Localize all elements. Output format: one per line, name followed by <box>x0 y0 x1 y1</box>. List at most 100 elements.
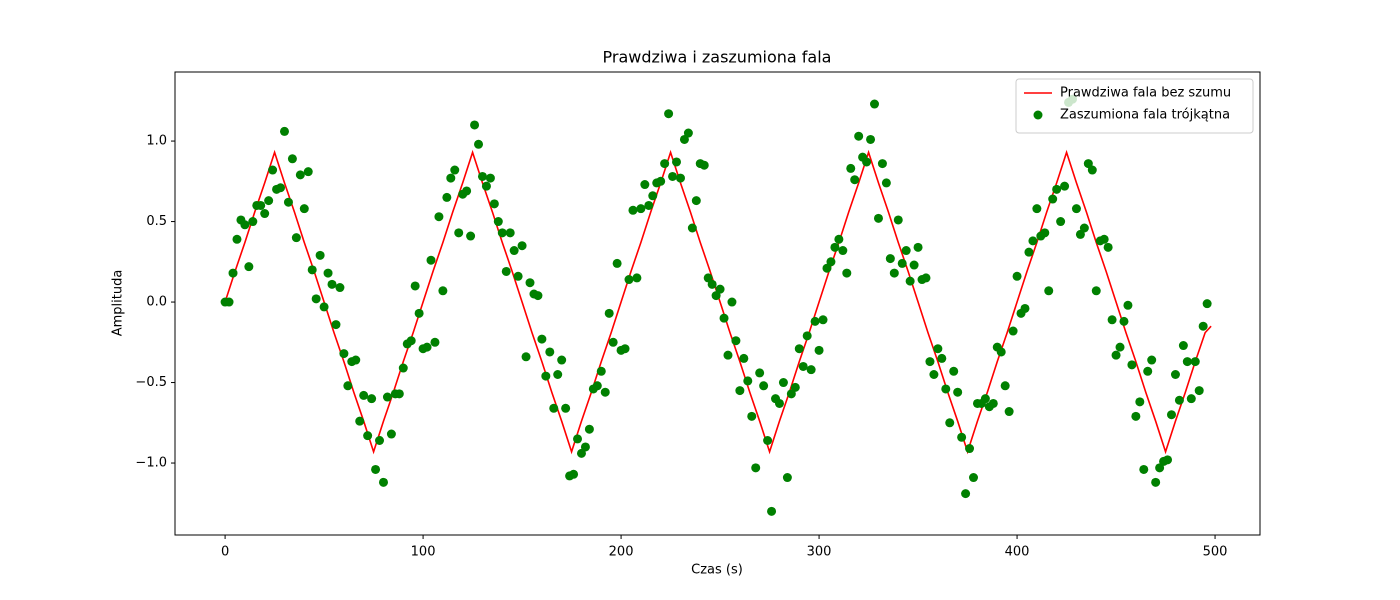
scatter-point <box>636 204 646 214</box>
scatter-point <box>703 273 713 283</box>
scatter-point <box>343 381 353 391</box>
scatter-point <box>1040 228 1050 238</box>
scatter-point <box>553 369 563 379</box>
scatter-point <box>295 170 305 180</box>
scatter-point <box>1044 286 1054 296</box>
scatter-point <box>398 363 408 373</box>
scatter-point <box>1151 477 1161 487</box>
scatter-point <box>719 313 729 323</box>
scatter-point <box>826 257 836 267</box>
scatter-point <box>485 173 495 183</box>
scatter-point <box>541 371 551 381</box>
scatter-point <box>299 204 309 214</box>
scatter-point <box>561 403 571 413</box>
scatter-point <box>283 197 293 207</box>
scatter-point <box>1143 366 1153 376</box>
scatter-point <box>521 352 531 362</box>
scatter-point <box>1111 350 1121 360</box>
scatter-point <box>434 212 444 222</box>
scatter-point <box>430 337 440 347</box>
scatter-point <box>957 432 967 442</box>
scatter-point <box>751 463 761 473</box>
scatter-point <box>802 331 812 341</box>
scatter-point <box>767 506 777 516</box>
scatter-point <box>909 260 919 270</box>
scatter-point <box>608 337 618 347</box>
scatter-point <box>1202 299 1212 309</box>
scatter-point <box>371 464 381 474</box>
scatter-point <box>287 154 297 164</box>
scatter-point <box>893 215 903 225</box>
scatter-point <box>1194 386 1204 396</box>
scatter-point <box>355 416 365 426</box>
scatter-point <box>687 223 697 233</box>
scatter-point <box>466 231 476 241</box>
scatter-point <box>612 258 622 268</box>
scatter-point <box>953 387 963 397</box>
scatter-point <box>1000 381 1010 391</box>
scatter-point <box>1103 242 1113 252</box>
scatter-point <box>1071 204 1081 214</box>
scatter-point <box>228 268 238 278</box>
scatter-point <box>600 387 610 397</box>
scatter-point <box>1032 204 1042 214</box>
scatter-point <box>830 242 840 252</box>
scatter-point <box>315 250 325 260</box>
scatter-point <box>291 233 301 243</box>
x-tick-label: 0 <box>221 545 229 560</box>
scatter-point <box>778 378 788 388</box>
x-tick-label: 300 <box>807 545 832 560</box>
scatter-point <box>1087 165 1097 175</box>
scatter-point <box>454 228 464 238</box>
scatter-point <box>569 469 579 479</box>
scatter-point <box>873 213 883 223</box>
scatter-point <box>628 205 638 215</box>
scatter-point <box>1115 342 1125 352</box>
scatter-point <box>533 291 543 301</box>
scatter-point <box>774 398 784 408</box>
scatter-point <box>501 266 511 276</box>
scatter-point <box>945 418 955 428</box>
scatter-point <box>335 283 345 293</box>
scatter-point <box>1178 341 1188 351</box>
scatter-point <box>672 157 682 167</box>
scatter-point <box>426 255 436 265</box>
scatter-point <box>438 286 448 296</box>
scatter-point <box>1155 463 1165 473</box>
scatter-point <box>675 173 685 183</box>
scatter-point <box>1099 234 1109 244</box>
scatter-point <box>307 265 317 275</box>
scatter-point <box>406 336 416 346</box>
y-axis-label: Amplituda <box>111 270 126 337</box>
scatter-point <box>505 228 515 238</box>
scatter-point <box>881 178 891 188</box>
scatter-point <box>648 191 658 201</box>
scatter-point <box>394 389 404 399</box>
scatter-point <box>620 344 630 354</box>
scatter-point <box>557 355 567 365</box>
y-tick-label: 0.5 <box>146 214 167 229</box>
scatter-point <box>497 228 507 238</box>
scatter-point <box>810 316 820 326</box>
scatter-point <box>509 246 519 256</box>
scatter-point <box>798 361 808 371</box>
scatter-point <box>1198 321 1208 331</box>
scatter-point <box>854 131 864 141</box>
scatter-point <box>901 246 911 256</box>
scatter-point <box>517 241 527 251</box>
scatter-point <box>1056 217 1066 227</box>
scatter-point <box>794 344 804 354</box>
scatter-point <box>1166 410 1176 420</box>
legend-box <box>1015 78 1254 134</box>
scatter-point <box>949 366 959 376</box>
scatter-point <box>256 200 266 210</box>
scatter-point <box>1119 316 1129 326</box>
scatter-point <box>240 220 250 230</box>
scatter-point <box>850 175 860 185</box>
scatter-point <box>889 268 899 278</box>
scatter-point <box>877 159 887 169</box>
scatter-point <box>323 268 333 278</box>
x-tick-label: 400 <box>1005 545 1030 560</box>
scatter-point <box>933 344 943 354</box>
